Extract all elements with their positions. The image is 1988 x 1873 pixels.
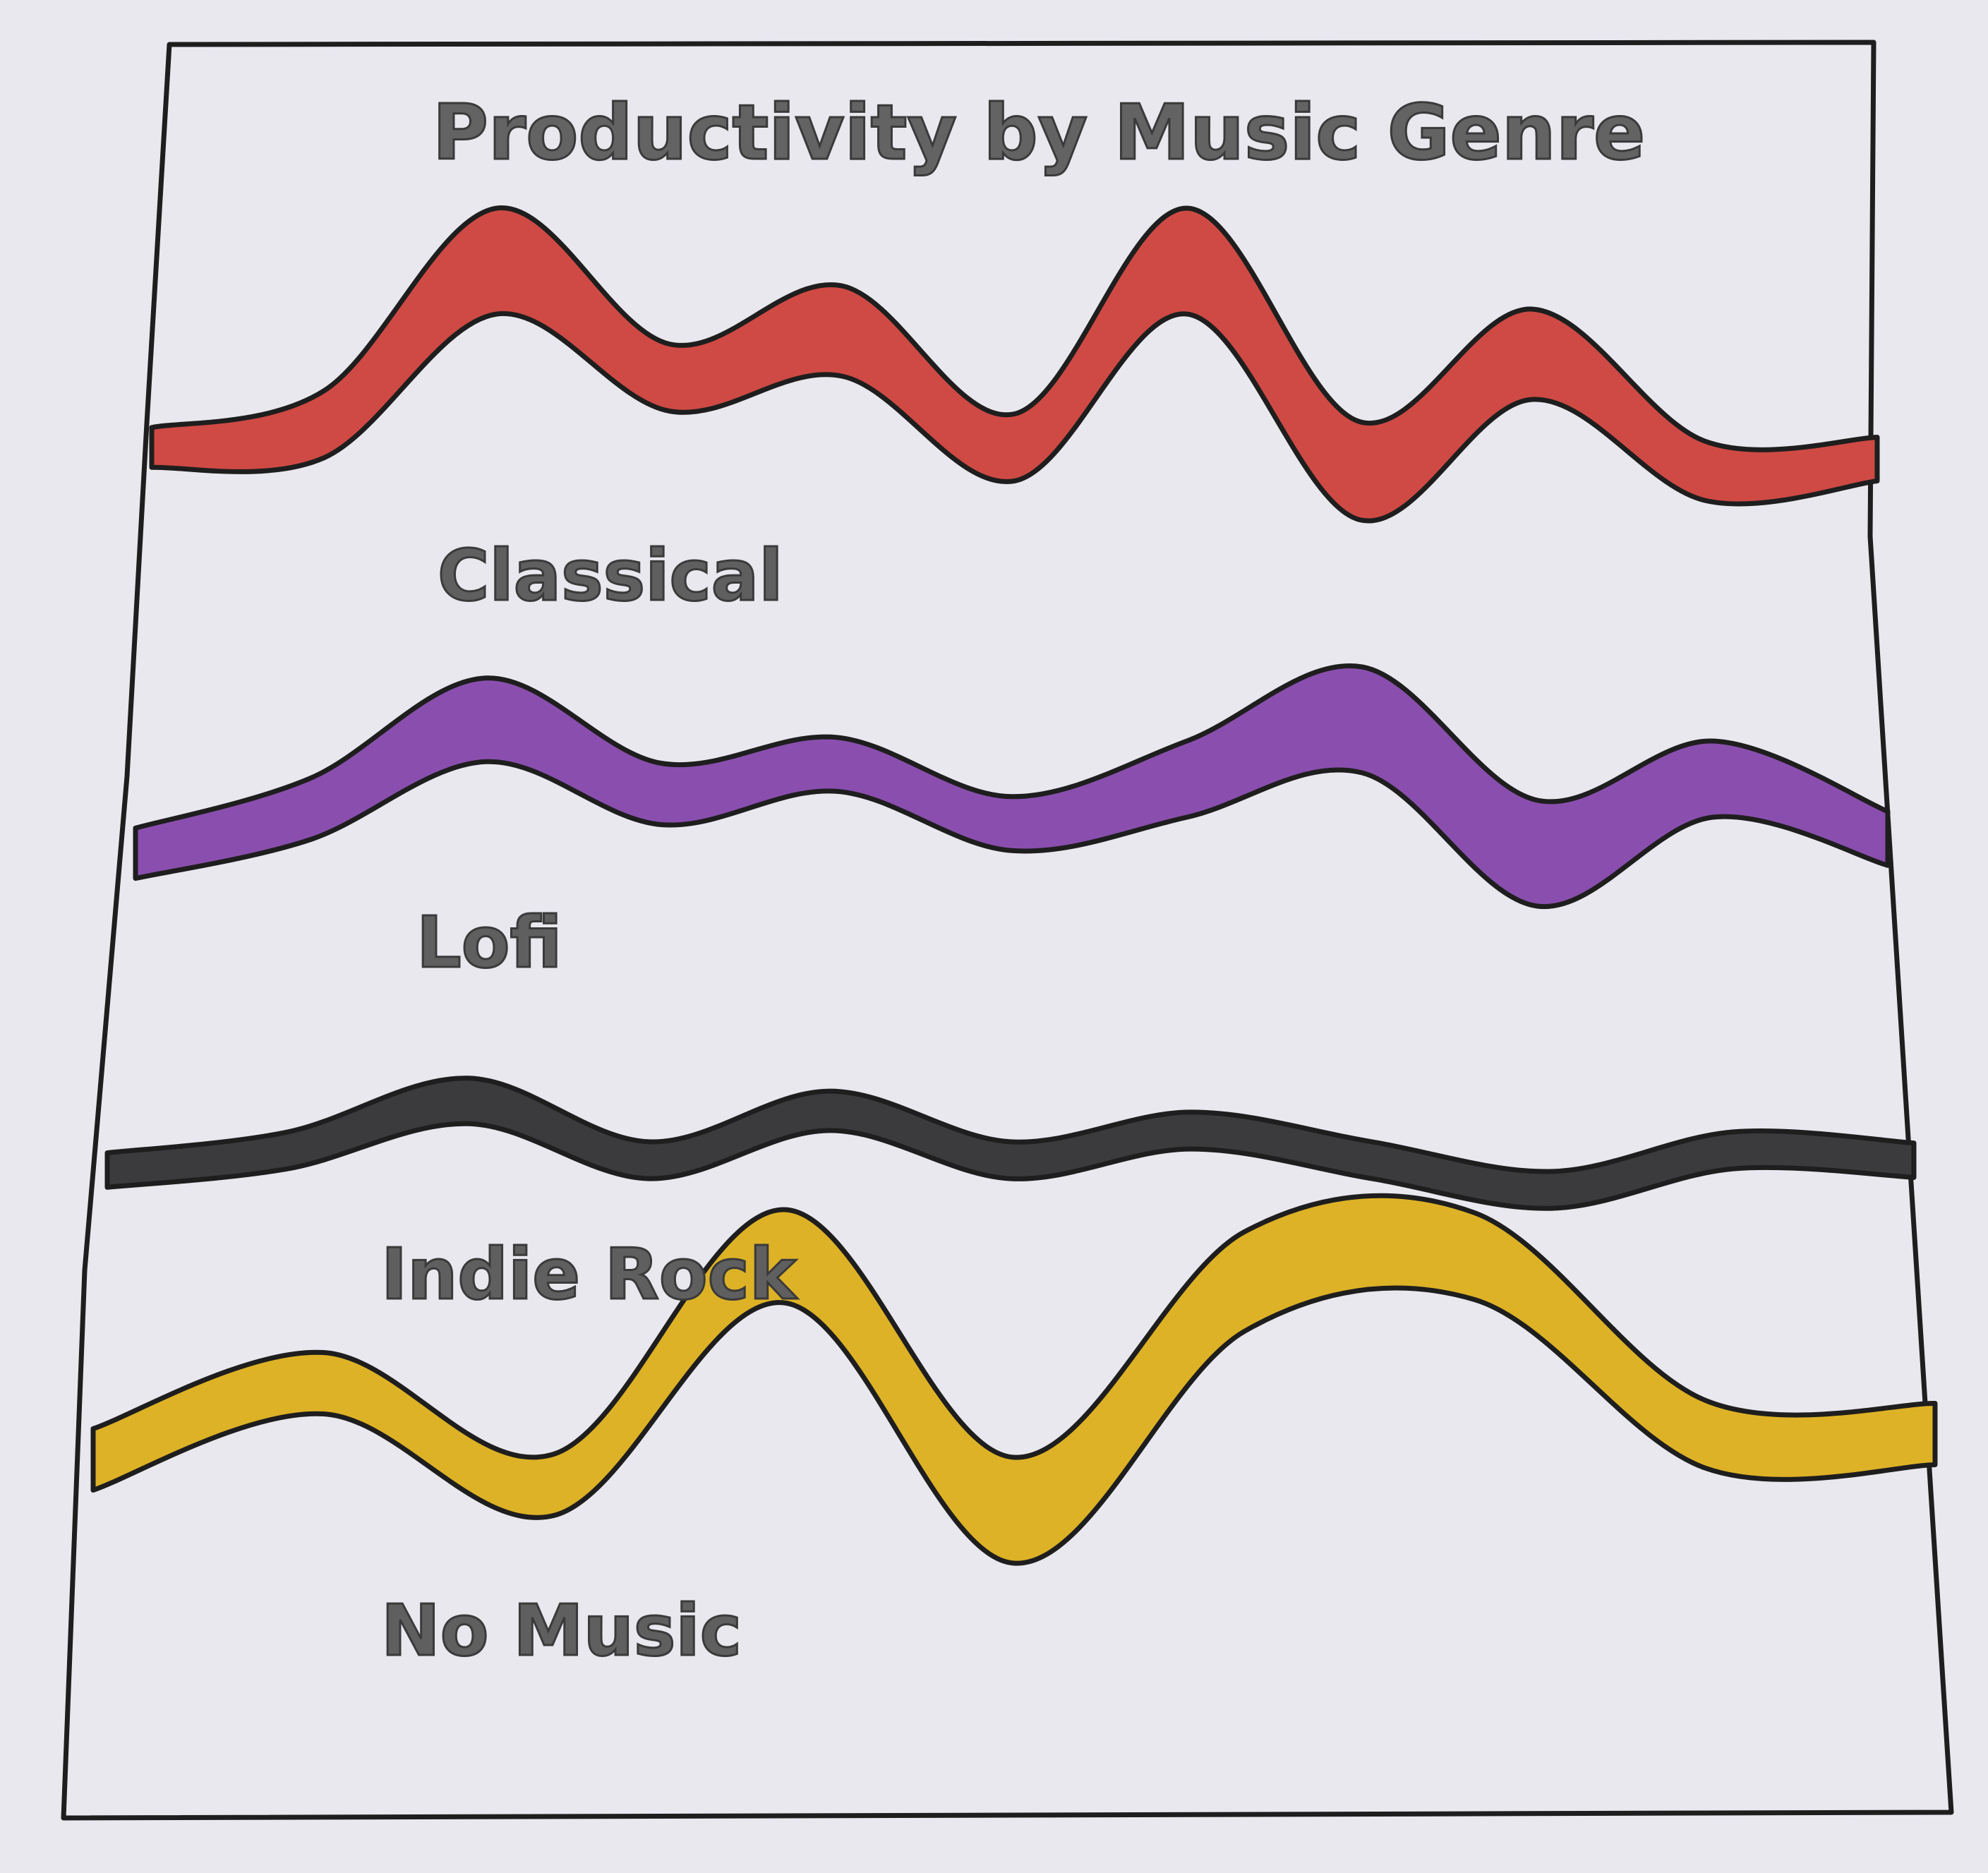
series-band-classical [152, 208, 1877, 522]
series-label-no-music: No Music [381, 1589, 742, 1672]
chart-title: Productivity by Music Genre [433, 89, 1645, 177]
series-band-lofi [135, 666, 1888, 907]
series-label-classical: Classical [438, 534, 783, 617]
series-band-indie-rock [107, 1078, 1914, 1209]
series-label-indie-rock: Indie Rock [381, 1233, 798, 1315]
series-label-lofi: Lofi [416, 901, 562, 984]
series-bands [93, 208, 1935, 1564]
series-band-no-music [93, 1196, 1935, 1563]
